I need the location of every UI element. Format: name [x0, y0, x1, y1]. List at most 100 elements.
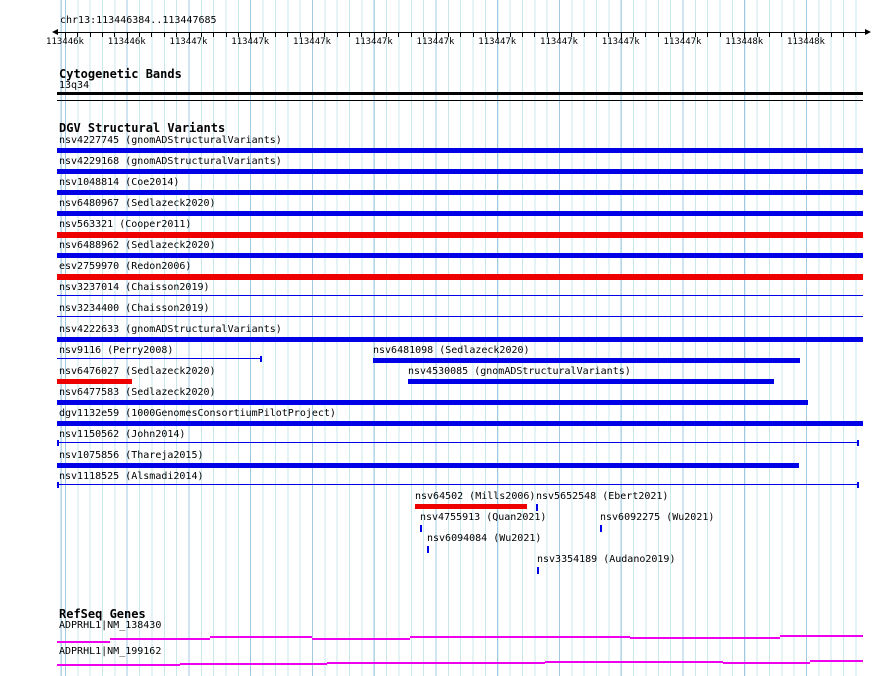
variant-bar-nsv64502[interactable] [415, 504, 527, 509]
ruler-tick [584, 33, 585, 37]
ruler-tick [571, 33, 572, 37]
variant-label-nsv1075856[interactable]: nsv1075856 (Thareja2015) [59, 450, 204, 461]
variant-label-nsv5652548[interactable]: nsv5652548 (Ebert2021) [536, 491, 669, 502]
variant-label-nsv6476027[interactable]: nsv6476027 (Sedlazeck2020) [59, 366, 216, 377]
variant-bar-nsv9116[interactable] [57, 358, 262, 359]
variant-label-nsv6480967[interactable]: nsv6480967 (Sedlazeck2020) [59, 198, 216, 209]
ruler-tick-label: 113446k [107, 37, 146, 47]
gene-label[interactable]: ADPRHL1|NM_199162 [59, 646, 162, 657]
variant-label-nsv1150562[interactable]: nsv1150562 (John2014) [59, 429, 186, 440]
variant-bar-nsv6477583[interactable] [57, 400, 808, 405]
variant-bar-nsv6480967[interactable] [57, 211, 863, 216]
variant-label-nsv9116[interactable]: nsv9116 (Perry2008) [59, 345, 174, 356]
gene-label[interactable]: ADPRHL1|NM_138430 [59, 620, 162, 631]
variant-bar-nsv1075856[interactable] [57, 463, 799, 468]
gene-segment[interactable] [810, 660, 863, 662]
gene-segment[interactable] [723, 662, 810, 664]
variant-label-nsv6488962[interactable]: nsv6488962 (Sedlazeck2020) [59, 240, 216, 251]
gene-segment[interactable] [110, 638, 210, 640]
ruler-tick [794, 33, 795, 37]
ruler-tick [695, 33, 696, 37]
variant-bar-nsv6476027[interactable] [57, 379, 132, 384]
variant-label-dgv1132e59[interactable]: dgv1132e59 (1000GenomesConsortiumPilotPr… [59, 408, 336, 419]
gene-segment[interactable] [210, 636, 312, 638]
variant-label-esv2759970[interactable]: esv2759970 (Redon2006) [59, 261, 192, 272]
ruler-tick-label: 113447k [601, 37, 640, 47]
ruler-tick [90, 33, 91, 37]
ruler-tick [720, 33, 721, 37]
variant-bar-nsv4229168[interactable] [57, 169, 863, 174]
gene-segment[interactable] [545, 661, 723, 663]
variant-label-nsv6094084[interactable]: nsv6094084 (Wu2021) [427, 533, 542, 544]
ruler-tick [510, 33, 511, 37]
variant-bar-nsv4227745[interactable] [57, 148, 863, 153]
variant-label-nsv3354189[interactable]: nsv3354189 (Audano2019) [537, 554, 676, 565]
ruler-line [57, 32, 866, 33]
variant-label-nsv64502[interactable]: nsv64502 (Mills2006) [415, 491, 536, 502]
gene-segment[interactable] [780, 635, 863, 637]
ruler-tick [633, 33, 634, 37]
variant-bar-esv2759970[interactable] [57, 274, 863, 280]
ruler-tick [448, 33, 449, 37]
variant-bar-nsv6481098[interactable] [373, 358, 800, 363]
variant-label-nsv563321[interactable]: nsv563321 (Cooper2011) [59, 219, 192, 230]
ruler-tick [127, 33, 128, 39]
ruler-tick [374, 33, 375, 39]
ruler-tick [287, 33, 288, 37]
variant-label-nsv4229168[interactable]: nsv4229168 (gnomADStructuralVariants) [59, 156, 282, 167]
variant-label-nsv6477583[interactable]: nsv6477583 (Sedlazeck2020) [59, 387, 216, 398]
ruler-tick [176, 33, 177, 37]
refseq-section-title: RefSeq Genes [59, 607, 146, 621]
variant-bar-nsv3237014[interactable] [57, 295, 863, 296]
ruler-tick [423, 33, 424, 37]
variant-label-nsv6092275[interactable]: nsv6092275 (Wu2021) [600, 512, 715, 523]
ruler-tick-label: 113447k [663, 37, 702, 47]
gene-segment[interactable] [57, 664, 180, 666]
variant-label-nsv4227745[interactable]: nsv4227745 (gnomADStructuralVariants) [59, 135, 282, 146]
gene-segment[interactable] [312, 638, 410, 640]
ruler-tick [337, 33, 338, 37]
ruler-tick [139, 33, 140, 37]
variant-bar-nsv3234400[interactable] [57, 316, 863, 317]
ruler-tick [769, 33, 770, 37]
variant-bar-nsv4530085[interactable] [408, 379, 774, 384]
cytoband-section-title: Cytogenetic Bands [59, 67, 182, 81]
ruler-tick-label: 113448k [725, 37, 764, 47]
gene-segment[interactable] [57, 641, 110, 643]
variant-label-nsv1118525[interactable]: nsv1118525 (Alsmadi2014) [59, 471, 204, 482]
variant-point-nsv5652548[interactable] [536, 504, 538, 511]
variant-label-nsv3237014[interactable]: nsv3237014 (Chaisson2019) [59, 282, 210, 293]
variant-bar-dgv1132e59[interactable] [57, 421, 863, 426]
variant-bar-nsv4222633[interactable] [57, 337, 863, 342]
variant-label-nsv4222633[interactable]: nsv4222633 (gnomADStructuralVariants) [59, 324, 282, 335]
variant-bar-nsv1118525[interactable] [57, 484, 859, 485]
ruler-tick [781, 33, 782, 37]
variant-bar-nsv1048814[interactable] [57, 190, 863, 195]
gene-segment[interactable] [327, 662, 545, 664]
ruler-tick [114, 33, 115, 37]
variant-point-nsv6092275[interactable] [600, 525, 602, 532]
ruler-tick [559, 33, 560, 39]
variant-label-nsv1048814[interactable]: nsv1048814 (Coe2014) [59, 177, 180, 188]
variant-bar-nsv1150562[interactable] [57, 442, 859, 443]
variant-endcap [857, 482, 859, 488]
variant-label-nsv4755913[interactable]: nsv4755913 (Quan2021) [420, 512, 547, 523]
variant-endcap [260, 356, 262, 362]
gene-segment[interactable] [630, 637, 780, 639]
ruler-tick [744, 33, 745, 39]
variant-bar-nsv563321[interactable] [57, 232, 863, 238]
dgv-section-title: DGV Structural Variants [59, 121, 226, 135]
gene-segment[interactable] [410, 636, 630, 638]
ruler-tick [707, 33, 708, 37]
variant-point-nsv6094084[interactable] [427, 546, 429, 553]
gene-segment[interactable] [180, 663, 327, 665]
variant-bar-nsv6488962[interactable] [57, 253, 863, 258]
cytoband-label: 13q34 [59, 80, 90, 91]
variant-label-nsv3234400[interactable]: nsv3234400 (Chaisson2019) [59, 303, 210, 314]
variant-label-nsv6481098[interactable]: nsv6481098 (Sedlazeck2020) [373, 345, 530, 356]
ruler-tick-label: 113447k [293, 37, 331, 47]
variant-point-nsv4755913[interactable] [420, 525, 422, 532]
variant-point-nsv3354189[interactable] [537, 567, 539, 574]
ruler-tick [621, 33, 622, 39]
variant-label-nsv4530085[interactable]: nsv4530085 (gnomADStructuralVariants) [408, 366, 631, 377]
